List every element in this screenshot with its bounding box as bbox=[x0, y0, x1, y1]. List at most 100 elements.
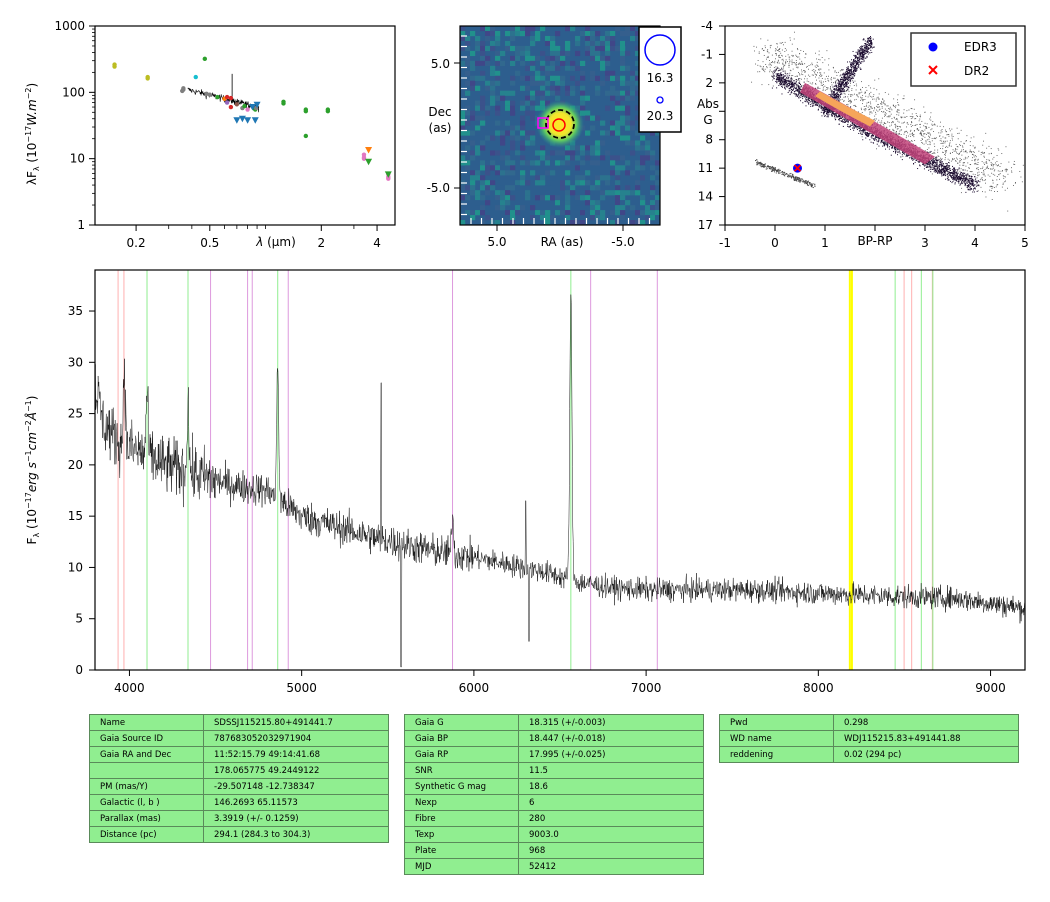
hrd-star bbox=[873, 94, 875, 96]
hrd-star bbox=[843, 81, 844, 82]
hrd-main-sequence-star bbox=[820, 105, 822, 107]
hrd-star bbox=[766, 50, 768, 52]
hrd-main-sequence-star bbox=[960, 183, 962, 185]
image-pixel bbox=[600, 210, 606, 216]
hrd-star bbox=[934, 149, 936, 151]
hrd-star bbox=[875, 100, 877, 102]
hrd-main-sequence-star bbox=[789, 87, 791, 89]
image-pixel bbox=[620, 50, 626, 57]
image-pixel bbox=[545, 90, 551, 96]
hrd-main-sequence-star bbox=[871, 135, 873, 137]
hrd-star bbox=[957, 146, 959, 148]
hrd-star bbox=[824, 89, 826, 91]
hrd-star bbox=[942, 152, 944, 153]
hrd-main-sequence-star bbox=[876, 143, 878, 145]
hrd-main-sequence-star bbox=[773, 74, 775, 76]
image-pixel bbox=[520, 100, 526, 106]
image-pixel bbox=[625, 140, 631, 146]
hrd-star bbox=[881, 106, 883, 108]
hrd-main-sequence-star bbox=[880, 142, 882, 144]
hrd-star bbox=[882, 98, 884, 100]
hrd-star bbox=[945, 152, 947, 154]
hrd-star bbox=[807, 99, 809, 101]
image-pixel bbox=[475, 95, 481, 101]
hrd-main-sequence-star bbox=[927, 163, 929, 165]
hrd-main-sequence-star bbox=[807, 99, 809, 101]
hrd-star bbox=[808, 68, 809, 70]
image-pixel bbox=[620, 190, 626, 196]
hrd-main-sequence-star bbox=[827, 115, 829, 117]
hrd-star bbox=[836, 74, 838, 76]
hrd-star bbox=[803, 70, 805, 72]
hrd-main-sequence-star bbox=[943, 170, 945, 172]
sed-upper-limit bbox=[251, 117, 259, 124]
image-pixel bbox=[615, 170, 621, 176]
image-pixel bbox=[505, 210, 511, 216]
hrd-star bbox=[754, 50, 755, 52]
sed-ylabel: λFλ (10−17W.m−2) bbox=[24, 83, 41, 185]
hrd-main-sequence-star bbox=[801, 94, 803, 96]
hrd-main-sequence-star bbox=[936, 163, 938, 165]
hrd-main-sequence-star bbox=[798, 93, 800, 95]
image-pixel bbox=[485, 30, 491, 37]
hrd-main-sequence-star bbox=[839, 115, 841, 117]
hrd-star bbox=[942, 145, 944, 147]
image-pixel bbox=[495, 165, 501, 171]
hrd-main-sequence-star bbox=[771, 87, 773, 89]
image-ylabel-line1: Dec bbox=[428, 105, 451, 119]
hrd-star bbox=[909, 130, 911, 132]
hrd-star bbox=[796, 56, 798, 58]
hrd-main-sequence-star bbox=[870, 136, 872, 138]
hrd-star bbox=[896, 131, 897, 133]
hrd-star bbox=[815, 74, 817, 76]
hrd-star bbox=[988, 159, 990, 161]
image-pixel bbox=[610, 145, 616, 151]
hrd-main-sequence-star bbox=[790, 77, 792, 79]
hrd-main-sequence-star bbox=[773, 70, 775, 72]
image-pixel bbox=[550, 30, 556, 37]
image-pixel bbox=[465, 210, 471, 216]
hrd-star bbox=[894, 117, 895, 119]
image-pixel bbox=[535, 90, 541, 96]
image-pixel bbox=[615, 180, 621, 186]
hrd-main-sequence-star bbox=[790, 83, 792, 85]
hrd-star bbox=[826, 87, 827, 89]
image-pixel bbox=[505, 170, 511, 176]
hrd-star bbox=[929, 141, 931, 143]
image-pixel bbox=[590, 125, 596, 131]
hrd-star bbox=[914, 99, 916, 101]
hrd-main-sequence-star bbox=[870, 141, 872, 143]
hrd-star bbox=[774, 69, 776, 71]
hrd-star bbox=[827, 88, 829, 90]
image-pixel bbox=[485, 210, 491, 216]
hrd-star bbox=[877, 110, 879, 112]
hrd-star bbox=[806, 66, 808, 67]
hrd-star bbox=[1020, 176, 1022, 178]
hrd-main-sequence-star bbox=[775, 80, 777, 82]
hrd-main-sequence-star bbox=[966, 173, 968, 175]
hrd-star bbox=[791, 50, 793, 52]
hrd-main-sequence-star bbox=[950, 180, 952, 182]
hrd-main-sequence-star bbox=[784, 80, 786, 82]
hrd-main-sequence-star bbox=[776, 77, 778, 79]
hrd-star bbox=[999, 170, 1001, 172]
image-pixel bbox=[600, 195, 606, 201]
hrd-star bbox=[771, 54, 773, 56]
hrd-main-sequence-star bbox=[871, 134, 873, 136]
hrd-star bbox=[964, 156, 966, 158]
hrd-main-sequence-star bbox=[966, 186, 968, 188]
hrd-star bbox=[881, 102, 883, 103]
hrd-main-sequence-star bbox=[891, 147, 893, 149]
hrd-main-sequence-star bbox=[936, 162, 938, 164]
image-pixel bbox=[555, 95, 561, 101]
hrd-star bbox=[811, 74, 813, 76]
image-pixel bbox=[565, 190, 571, 196]
hrd-star bbox=[784, 65, 786, 66]
hrd-star bbox=[978, 150, 980, 152]
hrd-main-sequence-star bbox=[787, 85, 789, 87]
hrd-star bbox=[861, 136, 863, 138]
hrd-star bbox=[946, 134, 948, 136]
hrd-star bbox=[770, 64, 772, 66]
image-pixel bbox=[530, 115, 536, 121]
image-pixel bbox=[625, 160, 631, 166]
